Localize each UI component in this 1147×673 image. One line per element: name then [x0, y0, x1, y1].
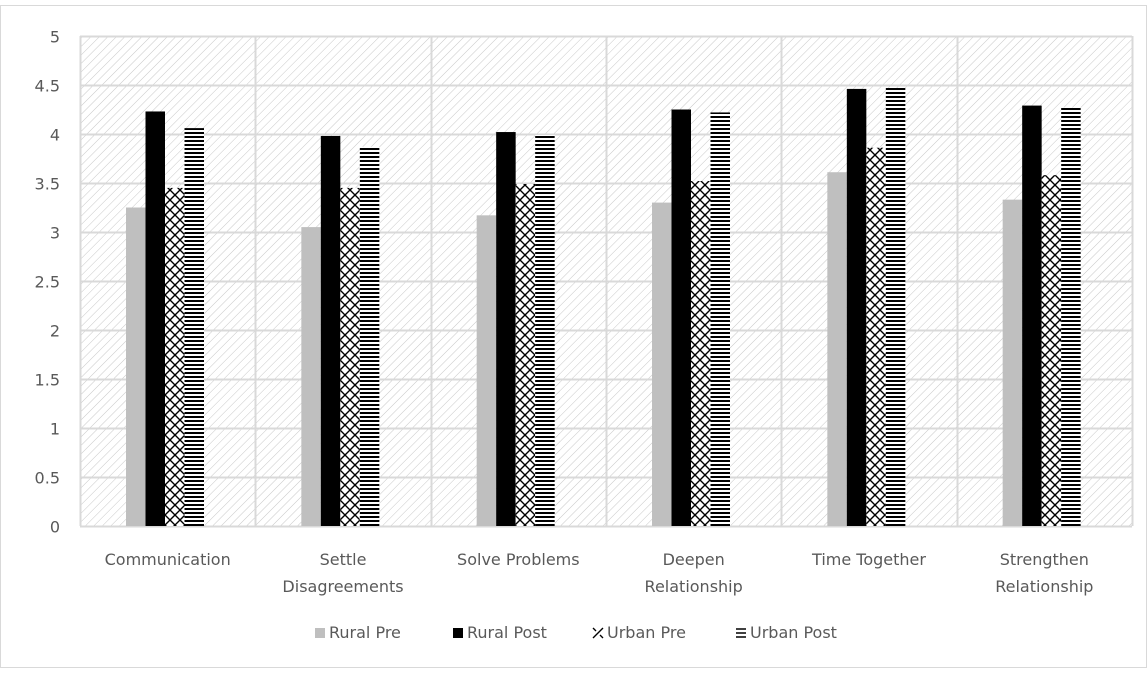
- legend-swatch-rural-pre: [315, 628, 325, 638]
- bar-rural-pre: [652, 202, 672, 526]
- y-tick-label: 0.5: [35, 469, 60, 488]
- bar-urban-post: [710, 112, 730, 526]
- x-category-label-line: Deepen: [663, 550, 725, 569]
- bar-urban-pre: [515, 183, 536, 527]
- bar-rural-post: [145, 111, 165, 527]
- x-category-label: Solve Problems: [457, 550, 580, 569]
- legend-label-urban-pre: Urban Pre: [607, 623, 686, 642]
- x-category-label-line: Relationship: [645, 577, 743, 596]
- x-category-label-line: Strengthen: [1000, 550, 1089, 569]
- x-category-label-line: Communication: [105, 550, 231, 569]
- x-category-label-line: Settle: [320, 550, 367, 569]
- bar-urban-pre: [691, 181, 711, 527]
- bar-urban-pre: [165, 187, 185, 526]
- y-tick-label: 3: [50, 224, 60, 243]
- x-category-label: Deepen Relationship: [645, 550, 743, 596]
- x-axis-category-labels: Communication Settle Disagreements Solve Pr…: [105, 550, 1094, 596]
- bar-rural-post: [496, 132, 516, 527]
- bar-rural-pre: [126, 207, 146, 526]
- bar-urban-post: [359, 146, 380, 527]
- bars: [126, 87, 1081, 527]
- x-category-label-line: Relationship: [995, 577, 1093, 596]
- bar-rural-post: [671, 109, 691, 526]
- y-tick-label: 2.5: [35, 273, 60, 292]
- x-category-label: Strengthen Relationship: [995, 550, 1093, 596]
- bar-urban-pre: [1041, 175, 1062, 526]
- legend-swatch-rural-post: [453, 628, 463, 638]
- bar-rural-pre: [301, 227, 321, 526]
- bar-rural-pre: [476, 215, 497, 526]
- x-category-label: Settle Disagreements: [282, 550, 403, 596]
- x-category-label-line: Disagreements: [282, 577, 403, 596]
- bar-urban-post: [184, 128, 204, 526]
- bar-rural-post: [846, 88, 867, 527]
- y-tick-label: 4: [50, 126, 60, 145]
- x-category-label-line: Solve Problems: [457, 550, 580, 569]
- bar-urban-pre: [866, 147, 886, 526]
- bar-rural-post: [320, 135, 341, 526]
- legend-swatch-urban-post: [736, 628, 746, 638]
- legend-label-urban-post: Urban Post: [750, 623, 837, 642]
- y-tick-label: 1.5: [35, 371, 60, 390]
- legend-swatch-urban-pre: [592, 627, 604, 639]
- bar-urban-post: [1061, 107, 1081, 526]
- y-tick-label: 3.5: [35, 175, 60, 194]
- bar-urban-pre: [340, 187, 360, 526]
- legend-label-rural-pre: Rural Pre: [329, 623, 401, 642]
- bar-urban-post: [885, 87, 906, 526]
- x-category-label-line: Time Together: [811, 550, 926, 569]
- legend: Rural Pre Rural Post Urban Pre Urban Post: [315, 623, 837, 642]
- legend-label-rural-post: Rural Post: [467, 623, 547, 642]
- y-tick-label: 0: [50, 518, 60, 537]
- bar-rural-pre: [827, 172, 847, 526]
- y-axis-tick-labels: 0 0.5 1 1.5 2 2.5 3 3.5 4 4.5 5: [35, 28, 60, 537]
- y-tick-label: 4.5: [35, 77, 60, 96]
- vertical-gridlines: [79, 36, 1134, 526]
- x-category-label: Communication: [105, 550, 231, 569]
- y-tick-label: 2: [50, 322, 60, 341]
- y-tick-label: 5: [50, 28, 60, 47]
- bar-urban-post: [535, 134, 555, 527]
- bar-rural-pre: [1002, 199, 1023, 526]
- bar-rural-post: [1022, 105, 1042, 526]
- x-category-label: Time Together: [811, 550, 926, 569]
- y-tick-label: 1: [50, 420, 60, 439]
